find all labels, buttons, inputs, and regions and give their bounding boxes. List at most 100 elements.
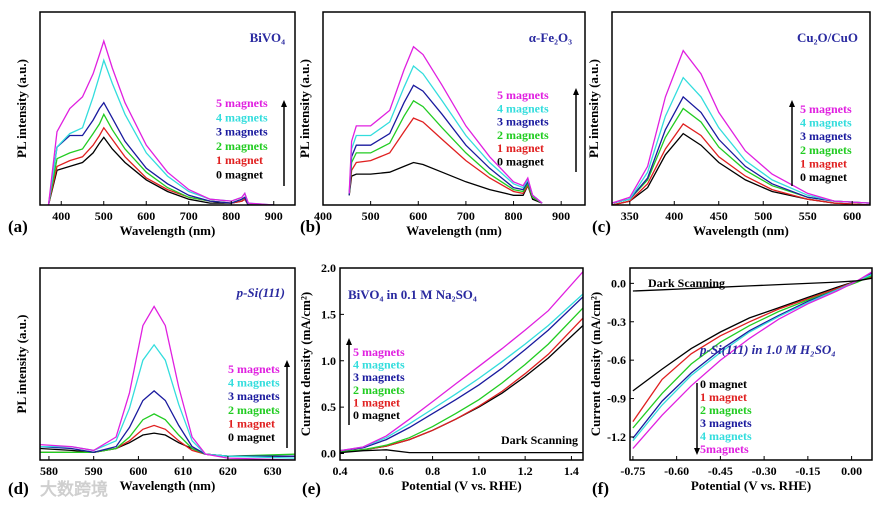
series-line-3-magnets xyxy=(47,101,274,205)
legend-entry: 5 magnets xyxy=(216,96,268,110)
legend-entry: 4 magnets xyxy=(228,376,280,390)
x-tick-label: 500 xyxy=(754,209,772,223)
x-tick-label: 0.8 xyxy=(425,464,440,478)
x-tick-label: 1.4 xyxy=(564,464,579,478)
x-tick-label: 900 xyxy=(265,209,283,223)
x-tick-label: -0.15 xyxy=(795,464,820,478)
legend-entry: 2 magnets xyxy=(216,139,268,153)
panel-letter: (e) xyxy=(302,479,321,498)
x-tick-label: 550 xyxy=(799,209,817,223)
x-tick-label: 700 xyxy=(180,209,198,223)
legend-entry: 1 magnet xyxy=(353,395,400,409)
legend-entry: 4 magnets xyxy=(800,116,852,130)
series-line-5-magnets xyxy=(348,45,543,204)
y-axis-label: PL intensity (a.u.) xyxy=(297,59,312,158)
arrow-head-icon xyxy=(281,100,287,107)
plot-frame xyxy=(39,267,296,461)
x-tick-label: -0.60 xyxy=(664,464,689,478)
arrow-head-icon xyxy=(789,100,795,107)
panel-letter: (a) xyxy=(8,217,28,236)
x-tick-label: 400 xyxy=(314,209,332,223)
plot-frame xyxy=(629,267,873,461)
panel-title: Cu₂O/CuO xyxy=(797,30,858,45)
x-tick-label: 800 xyxy=(222,209,240,223)
legend-entry: 4 magnets xyxy=(497,101,549,115)
legend-entry: 0 magnet xyxy=(700,377,747,391)
y-axis-label: Current density (mA/cm²) xyxy=(588,292,603,436)
dark-scanning-label: Dark Scanning xyxy=(501,433,578,447)
plot-frame xyxy=(339,267,584,461)
panel-letter: (c) xyxy=(592,217,611,236)
x-tick-label: 1.0 xyxy=(471,464,486,478)
x-tick-label: 700 xyxy=(457,209,475,223)
legend-entry: 3 magnets xyxy=(216,125,268,139)
y-axis-label: Current density (mA/cm²) xyxy=(298,292,313,436)
series-line-5-magnets xyxy=(40,305,295,460)
y-tick-label: 0.5 xyxy=(321,400,336,414)
x-tick-label: 400 xyxy=(665,209,683,223)
legend-entry: 5 magnets xyxy=(353,345,405,359)
series-line-1-magnet xyxy=(47,126,274,205)
y-tick-label: -0.9 xyxy=(607,392,626,406)
legend-entry: 0 magnet xyxy=(497,155,544,169)
x-axis-label: Wavelength (nm) xyxy=(693,223,789,238)
legend-entry: 2 magnets xyxy=(700,403,752,417)
x-tick-label: -0.45 xyxy=(708,464,733,478)
legend-entry: 5 magnets xyxy=(800,102,852,116)
x-tick-label: 900 xyxy=(552,209,570,223)
legend-entry: 2 magnets xyxy=(353,383,405,397)
panel-letter: (d) xyxy=(8,479,29,498)
panel-f: -0.75 -0.60 -0.45 -0.30 -0.15 0.00 0.0 -0.3 -0.6… xyxy=(588,267,873,498)
x-tick-label: 600 xyxy=(843,209,861,223)
legend-entry: 1 magnet xyxy=(800,156,847,170)
dark-scanning-label: Dark Scanning xyxy=(648,276,725,290)
legend-entry: 0 magnet xyxy=(228,430,275,444)
y-tick-label: 2.0 xyxy=(321,261,336,275)
x-tick-label: 1.2 xyxy=(518,464,533,478)
watermark: 大数跨境 xyxy=(40,479,108,500)
panel-title: BiVO₄ xyxy=(250,30,286,45)
x-tick-label: -0.30 xyxy=(752,464,777,478)
y-axis-label: PL intensity (a.u.) xyxy=(14,59,29,158)
legend-entry: 4 magnets xyxy=(700,429,752,443)
y-tick-label: 0.0 xyxy=(321,447,336,461)
arrow-head-icon xyxy=(346,338,352,345)
legend-entry: 5 magnets xyxy=(228,362,280,376)
legend-entry: 1 magnet xyxy=(228,416,275,430)
series-line-4-magnets xyxy=(348,64,543,204)
y-tick-label: 0.0 xyxy=(611,276,626,290)
panel-title: α-Fe₂O₃ xyxy=(529,30,572,45)
legend-entry: 5 magnets xyxy=(497,88,549,102)
series-line-1-magnet xyxy=(612,123,870,205)
y-tick-label: 1.0 xyxy=(321,354,336,368)
legend-entry: 3 magnets xyxy=(228,389,280,403)
panel-title: BiVO₄ in 0.1 M Na₂SO₄ xyxy=(348,287,477,302)
series-line-2-magnets xyxy=(340,307,583,453)
legend-entry: 0 magnet xyxy=(353,408,400,422)
legend-entry: 0 magnet xyxy=(800,170,847,184)
legend-entry: 3 magnets xyxy=(497,115,549,129)
arrow-head-icon xyxy=(573,88,579,95)
x-axis-label: Wavelength (nm) xyxy=(120,223,216,238)
legend-entry: 3 magnets xyxy=(800,129,852,143)
legend-entry: 2 magnets xyxy=(228,403,280,417)
series-line-4-magnets xyxy=(340,293,583,452)
panel-letter: (b) xyxy=(300,217,321,236)
y-axis-label: PL intensity (a.u.) xyxy=(14,315,29,414)
x-tick-label: 610 xyxy=(174,464,192,478)
legend-entry: 1 magnet xyxy=(216,153,263,167)
panel-letter: (f) xyxy=(592,479,609,498)
x-tick-label: -0.75 xyxy=(620,464,645,478)
panel-d: 580 590 600 610 620 630 Wavelength (nm) PL inte… xyxy=(8,267,296,498)
series-line-5-magnets xyxy=(47,38,274,205)
y-tick-label: -0.3 xyxy=(607,315,626,329)
legend-entry: 1 magnet xyxy=(700,390,747,404)
x-tick-label: 590 xyxy=(85,464,103,478)
y-axis-label: PL intensity (a.u.) xyxy=(586,59,601,158)
series-line-2-magnets xyxy=(348,99,543,204)
x-tick-label: 600 xyxy=(137,209,155,223)
series-line-5magnets xyxy=(632,271,872,449)
legend-entry: 4 magnets xyxy=(353,358,405,372)
y-tick-label: 1.5 xyxy=(321,307,336,321)
